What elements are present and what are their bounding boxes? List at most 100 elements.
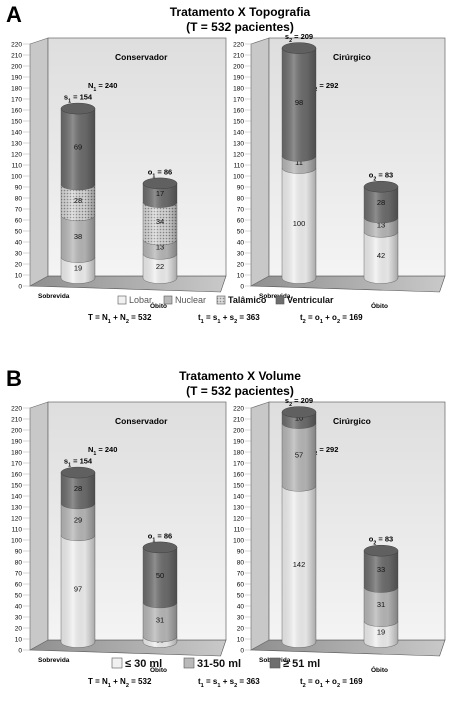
- n-label: N1 = 240: [88, 445, 117, 457]
- bar-shading: [143, 547, 177, 608]
- cylinder-top: [281, 406, 317, 418]
- legend-swatch: [111, 657, 123, 669]
- chart-subtitle: (T = 532 pacientes): [186, 384, 294, 398]
- legend-label: ≤ 30 ml: [125, 658, 162, 670]
- y-tick-label: 10: [237, 273, 245, 280]
- total-label: o1 = 86: [148, 167, 172, 179]
- category-label: Óbito: [371, 665, 388, 674]
- y-tick-label: 80: [237, 196, 245, 203]
- total-label: o1 = 86: [148, 531, 172, 543]
- y-tick-label: 90: [237, 185, 245, 192]
- y-tick-label: 110: [234, 527, 245, 534]
- y-tick-label: 140: [11, 494, 22, 501]
- data-label: 50: [156, 571, 164, 580]
- y-tick-label: 130: [11, 505, 22, 512]
- bar-shading: [282, 168, 316, 284]
- bar-shading: [364, 621, 398, 648]
- cylinder-top-shade: [364, 545, 398, 557]
- y-tick-label: 200: [233, 428, 244, 435]
- y-tick-label: 190: [233, 439, 244, 446]
- y-tick-label: 180: [233, 86, 244, 93]
- y-tick-label: 40: [237, 604, 245, 611]
- bar-shading: [143, 183, 177, 208]
- y-tick-label: 150: [233, 119, 244, 126]
- subpanel-0: 0 10 20 30 40 50 60 70 80 90 100 110 120 130 140 150 160…: [11, 401, 227, 674]
- y-tick-label: 10: [15, 637, 23, 644]
- panel-b: B Tratamento X Volume(T = 532 pacientes)0…: [6, 366, 446, 689]
- data-label: 11: [295, 158, 303, 167]
- bar-shading: [61, 503, 95, 541]
- cylinder-top-shade: [61, 103, 95, 115]
- bar-shading: [282, 48, 316, 162]
- formula-label: t2 = o1 + o2 = 169: [300, 677, 363, 689]
- bar-shading: [61, 108, 95, 190]
- y-tick-label: 120: [11, 152, 22, 159]
- y-tick-label: 70: [15, 571, 23, 578]
- y-tick-label: 80: [15, 196, 23, 203]
- cylinder-top-shade: [143, 177, 177, 189]
- y-tick-label: 160: [11, 108, 22, 115]
- legend-swatch: [183, 657, 195, 669]
- cylinder-top-shade: [282, 42, 316, 54]
- cylinder-sobrevida: 19 38 28 69 s1 = 154: [60, 93, 96, 284]
- y-tick-label: 200: [11, 428, 22, 435]
- cylinder-sobrevida: 100 11 98 s2 = 209: [281, 32, 317, 284]
- data-label: 31: [377, 600, 385, 609]
- y-tick-label: 0: [240, 284, 244, 291]
- y-tick-label: 30: [15, 615, 23, 622]
- data-label: 33: [377, 565, 385, 574]
- data-label: 97: [74, 585, 82, 594]
- y-tick-label: 0: [18, 284, 22, 291]
- y-tick-label: 20: [15, 626, 23, 633]
- cylinder-sobrevida: 142 57 10 s2 = 209: [281, 396, 317, 648]
- y-tick-label: 90: [15, 549, 23, 556]
- subpanel-1: 0 10 20 30 40 50 60 70 80 90 100 110 120 130 140 150 160…: [233, 32, 446, 310]
- data-label: 69: [74, 143, 82, 152]
- data-label: 29: [74, 515, 82, 524]
- y-tick-label: 130: [233, 141, 244, 148]
- floor: [249, 639, 446, 657]
- category-label: Óbito: [150, 665, 167, 674]
- y-tick-label: 50: [15, 593, 23, 600]
- y-tick-label: 0: [18, 648, 22, 655]
- legend-label: Lobar: [129, 295, 152, 305]
- total-label: o2 = 83: [369, 535, 393, 547]
- total-label: s2 = 209: [285, 396, 313, 408]
- legend-label: Nuclear: [175, 295, 206, 305]
- y-tick-label: 120: [233, 152, 244, 159]
- y-tick-label: 60: [237, 218, 245, 225]
- category-label: Sobrevida: [259, 293, 291, 300]
- cylinder-óbito: 19 31 33 o2 = 83: [363, 535, 399, 648]
- y-tick-label: 220: [11, 406, 22, 413]
- data-label: 22: [156, 262, 164, 271]
- bar-shading: [282, 485, 316, 648]
- y-tick-label: 10: [237, 637, 245, 644]
- floor: [28, 275, 227, 293]
- y-tick-label: 50: [237, 593, 245, 600]
- side-wall: [250, 401, 270, 651]
- legend-swatch: [117, 295, 127, 305]
- bar-shading: [364, 550, 398, 593]
- cylinder-top: [60, 102, 96, 115]
- y-tick-label: 180: [11, 86, 22, 93]
- data-label: 10: [295, 414, 303, 423]
- cylinder-top: [142, 177, 178, 190]
- data-label: 28: [377, 198, 385, 207]
- data-label: 28: [74, 484, 82, 493]
- y-tick-label: 190: [11, 439, 22, 446]
- formula-label: t2 = o1 + o2 = 169: [300, 313, 363, 325]
- y-tick-label: 170: [233, 461, 244, 468]
- cylinder-top: [281, 42, 317, 54]
- cylinder-top: [60, 466, 96, 479]
- bar-shading: [61, 257, 95, 284]
- total-label: s1 = 154: [64, 93, 93, 105]
- category-label: Sobrevida: [38, 293, 70, 300]
- y-tick-label: 100: [233, 538, 244, 545]
- bar-shading: [364, 231, 398, 284]
- legend-swatch: [216, 295, 226, 305]
- y-tick-label: 150: [233, 483, 244, 490]
- bar-shading: [364, 186, 398, 223]
- y-tick-label: 220: [233, 406, 244, 413]
- chart-title: Tratamento X Topografia: [170, 5, 311, 19]
